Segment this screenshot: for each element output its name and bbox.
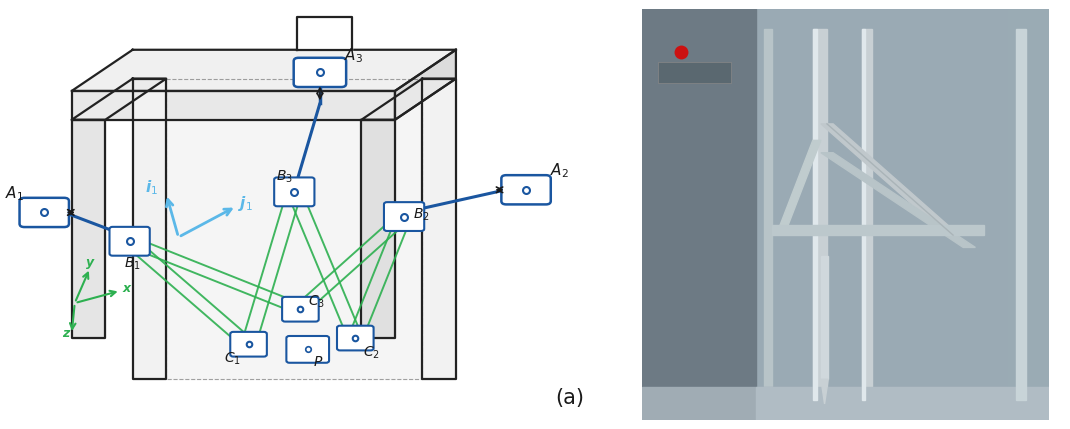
Bar [755,387,1049,420]
Polygon shape [72,120,105,338]
Text: $A_2$: $A_2$ [550,161,569,180]
Polygon shape [395,50,456,120]
Text: (a): (a) [555,388,584,408]
Polygon shape [362,79,456,120]
Bar [861,29,872,400]
Polygon shape [133,79,166,379]
Bar [755,9,1049,420]
FancyBboxPatch shape [230,332,266,356]
Polygon shape [72,79,166,120]
Text: $\boldsymbol{j}_1$: $\boldsymbol{j}_1$ [238,194,253,213]
Polygon shape [821,124,959,235]
FancyBboxPatch shape [274,178,315,206]
Bar [813,29,827,400]
Text: $B_1$: $B_1$ [123,256,140,272]
Polygon shape [166,79,423,379]
Text: $C_1$: $C_1$ [224,351,241,367]
Text: $P$: $P$ [312,355,323,369]
FancyBboxPatch shape [287,336,330,363]
Bar [821,256,828,379]
Polygon shape [776,140,821,235]
Text: z: z [62,327,70,340]
Bar [1016,29,1026,400]
Text: $A_1$: $A_1$ [4,184,24,203]
Polygon shape [821,153,976,248]
Text: $\boldsymbol{i}_1$: $\boldsymbol{i}_1$ [144,178,158,197]
FancyBboxPatch shape [384,202,424,231]
FancyBboxPatch shape [502,175,551,204]
Bar [764,29,773,400]
Bar [1008,9,1049,420]
Polygon shape [297,17,352,50]
Polygon shape [72,91,395,120]
Bar [773,225,983,235]
FancyBboxPatch shape [337,326,373,350]
FancyBboxPatch shape [293,58,346,87]
Text: $A_3$: $A_3$ [345,46,364,65]
Bar [813,29,817,400]
Bar [861,29,865,400]
Polygon shape [423,79,456,379]
FancyBboxPatch shape [282,297,319,322]
FancyBboxPatch shape [19,198,68,227]
Bar [658,62,732,83]
Bar [642,9,764,420]
Bar [642,387,1049,420]
Text: y: y [86,256,94,269]
Bar [642,9,755,420]
Text: $C_2$: $C_2$ [363,344,380,361]
Text: $B_3$: $B_3$ [276,168,293,185]
Text: (b): (b) [1007,388,1037,408]
FancyBboxPatch shape [109,227,150,256]
Polygon shape [72,50,456,91]
Text: x: x [122,281,131,295]
Text: $B_2$: $B_2$ [413,207,430,223]
Text: $C_3$: $C_3$ [308,294,325,310]
Polygon shape [821,379,828,404]
Polygon shape [362,120,395,338]
